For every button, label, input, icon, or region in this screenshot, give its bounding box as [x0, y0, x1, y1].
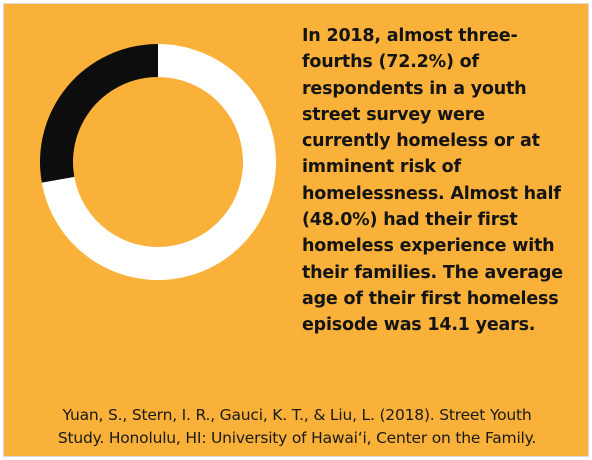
citation-line-2: Study. Honolulu, HI: University of Hawai… — [57, 429, 537, 447]
citation: Yuan, S., Stern, I. R., Gauci, K. T., & … — [4, 404, 590, 450]
donut-slices — [40, 44, 276, 280]
donut-slice-other — [40, 44, 158, 183]
statistics-text: In 2018, almost three-fourths (72.2%) of… — [302, 26, 563, 336]
citation-line-1: Yuan, S., Stern, I. R., Gauci, K. T., & … — [62, 406, 532, 424]
infographic-card: In 2018, almost three-fourths (72.2%) of… — [3, 3, 589, 457]
donut-chart — [40, 44, 276, 280]
